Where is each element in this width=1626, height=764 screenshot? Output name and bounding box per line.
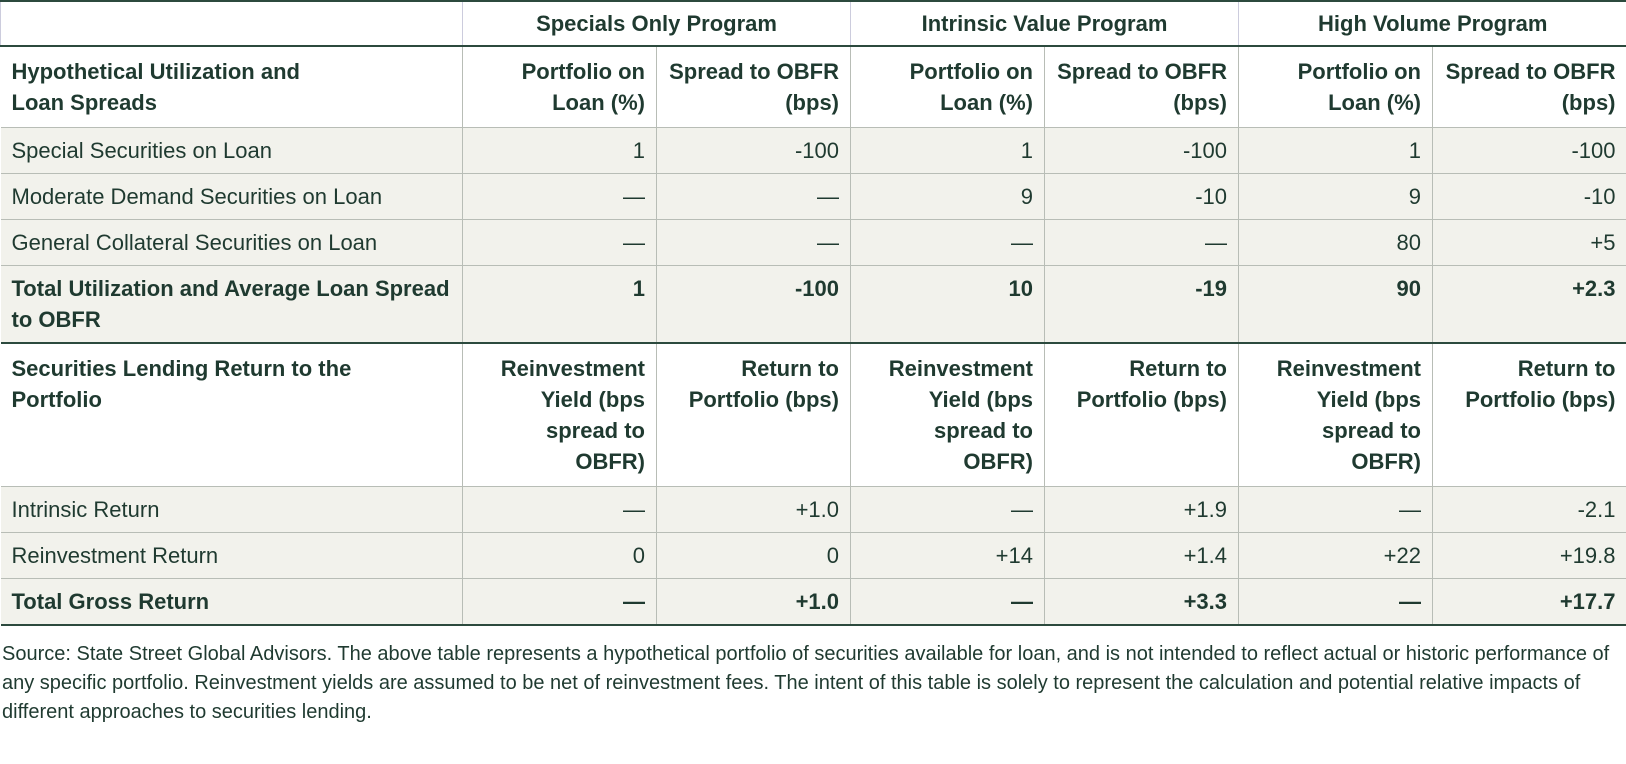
table-cell: 1 [850,127,1045,174]
group-header: High Volume Program [1238,1,1626,46]
table-cell: +2.3 [1432,265,1626,343]
table-cell: — [462,219,657,266]
header-text: Spread to OBFR (bps) [1057,59,1227,115]
table-row: Special Securities on Loan 1 -100 1 -100 1 -10… [0,127,1626,174]
header-text: Reinvestment Yield (bps spread to OBFR) [1276,356,1421,474]
column-header: Spread to OBFR (bps) [1044,46,1239,128]
header-text: Spread to OBFR (bps) [669,59,839,115]
column-header: Spread to OBFR (bps) [1432,46,1626,128]
table-row: Total Gross Return — +1.0— +3.3— +17.7 [0,578,1626,625]
section-header-row: Securities Lending Return to the Portfol… [0,343,1626,487]
table-cell: Total Gross Return [0,578,463,625]
table-cell: Special Securities on Loan [0,127,463,174]
column-header: Portfolio on Loan (%) [462,46,657,128]
header-text: Portfolio on Loan (%) [521,59,645,115]
table-cell: +1.4 [1044,532,1239,579]
table-cell: — [462,173,657,220]
table-cell: -100 [1432,127,1626,174]
table-cell: — [1238,486,1433,533]
header-text: Securities Lending Return to the Portfol… [11,356,352,412]
header-text: Spread to OBFR (bps) [1445,59,1616,115]
table-cell: Intrinsic Return [0,486,463,533]
table-cell: — [1238,578,1433,625]
header-text: Reinvestment Yield (bps spread to OBFR) [500,356,645,474]
table-cell: 10 [850,265,1045,343]
table-cell: +22 [1238,532,1433,579]
table-row: Total Utilization and Average Loan Sprea… [0,265,1626,343]
table-row: Reinvestment Return 0 0 +14 +1.4 +22 +19.8 [0,532,1626,579]
table-cell: -2.1 [1432,486,1626,533]
table-cell: 1 [462,265,657,343]
table-cell: -10 [1044,173,1239,220]
table-cell: +19.8 [1432,532,1626,579]
table-cell: -100 [656,127,851,174]
table-row: Moderate Demand Securities on Loan — —9 -10… [0,173,1626,220]
group-header: Intrinsic Value Program [850,1,1239,46]
header-text: Portfolio on Loan (%) [1297,59,1421,115]
table-row: General Collateral Securities on Loan — — —… [0,219,1626,266]
table-cell: Total Utilization and Average Loan Sprea… [0,265,463,343]
table-cell: +1.0 [656,578,851,625]
table-cell: — [656,219,851,266]
group-header-row: Specials Only Program Intrinsic Value Pro… [0,1,1626,46]
column-header: Securities Lending Return to the Portfol… [0,343,463,487]
header-text: Return to Portfolio (bps) [1465,356,1616,412]
table-cell: General Collateral Securities on Loan [0,219,463,266]
table-cell: 80 [1238,219,1433,266]
column-header: Portfolio on Loan (%) [1238,46,1433,128]
table-cell: — [462,578,657,625]
column-header: Portfolio on Loan (%) [850,46,1045,128]
table-cell: — [656,173,851,220]
column-header: Hypothetical Utilization and Loan Spread… [0,46,463,128]
table-cell: Moderate Demand Securities on Loan [0,173,463,220]
table-cell: 1 [462,127,657,174]
column-header: Return to Portfolio (bps) [1044,343,1239,487]
table-cell: 1 [1238,127,1433,174]
table-cell: 90 [1238,265,1433,343]
header-text: Reinvestment Yield (bps spread to OBFR) [888,356,1033,474]
table-cell: 9 [850,173,1045,220]
table-cell: — [850,486,1045,533]
table-cell: -100 [1044,127,1239,174]
table-cell: — [850,578,1045,625]
table-cell: -10 [1432,173,1626,220]
column-header: Reinvestment Yield (bps spread to OBFR) [1238,343,1433,487]
footnote: Source: State Street Global Advisors. Th… [2,643,1610,723]
table-cell: — [850,219,1045,266]
table-cell: +1.0 [656,486,851,533]
column-header: Spread to OBFR (bps) [656,46,851,128]
table-cell: -100 [656,265,851,343]
table-cell: 0 [656,532,851,579]
table-row: Intrinsic Return — +1.0— +1.9— -2.1 [0,486,1626,533]
column-header: Reinvestment Yield (bps spread to OBFR) [462,343,657,487]
column-header: Return to Portfolio (bps) [656,343,851,487]
table-cell: +1.9 [1044,486,1239,533]
header-text: Return to Portfolio (bps) [1076,356,1227,412]
section-header-row: Hypothetical Utilization and Loan Spread… [0,46,1626,128]
table-cell: +14 [850,532,1045,579]
table-cell: +3.3 [1044,578,1239,625]
table-cell: -19 [1044,265,1239,343]
table: Specials Only Program Intrinsic Value Pro… [0,1,1626,625]
table-cell: Reinvestment Return [0,532,463,579]
header-text: Hypothetical Utilization and Loan Spread… [11,59,300,115]
corner-cell [0,1,463,46]
group-header: Specials Only Program [462,1,851,46]
header-text: Portfolio on Loan (%) [909,59,1033,115]
column-header: Reinvestment Yield (bps spread to OBFR) [850,343,1045,487]
header-text: Return to Portfolio (bps) [688,356,839,412]
table-cell: 9 [1238,173,1433,220]
table-cell: — [1044,219,1239,266]
table-cell: +5 [1432,219,1626,266]
table-cell: 0 [462,532,657,579]
column-header: Return to Portfolio (bps) [1432,343,1626,487]
table-cell: — [462,486,657,533]
table-cell: +17.7 [1432,578,1626,625]
